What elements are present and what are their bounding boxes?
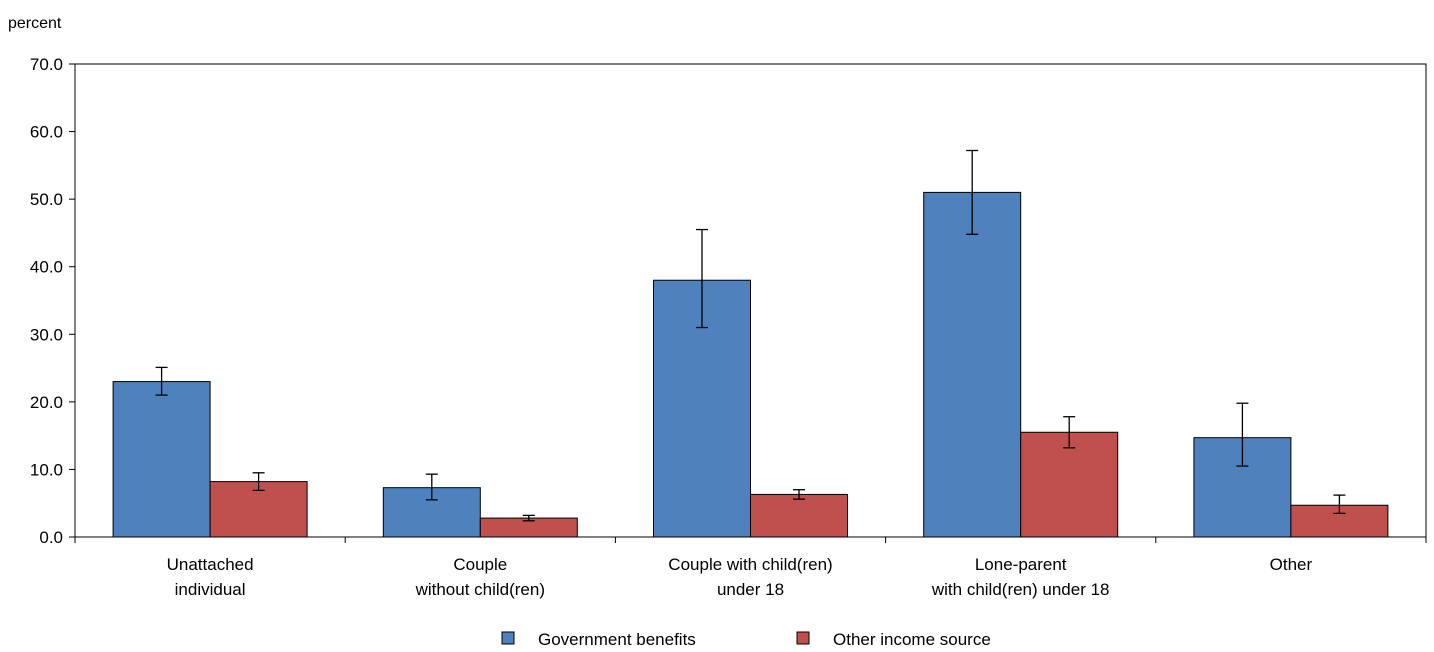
x-category-label: with child(ren) under 18 [931, 580, 1110, 599]
bar [750, 493, 848, 538]
legend-label: Other income source [833, 630, 991, 649]
x-category-label: without child(ren) [415, 580, 545, 599]
y-tick-label: 30.0 [30, 325, 63, 344]
legend-swatch [796, 631, 810, 645]
y-tick-label: 20.0 [30, 393, 63, 412]
bar [112, 381, 211, 538]
bar [923, 191, 1022, 538]
x-category-label: Unattached [167, 555, 254, 574]
x-category-label: Other [1270, 555, 1313, 574]
y-tick-label: 0.0 [39, 528, 63, 547]
x-category-label: under 18 [717, 580, 784, 599]
x-category-label: Couple with child(ren) [668, 555, 832, 574]
y-tick-label: 50.0 [30, 190, 63, 209]
y-axis-unit-label: percent [8, 15, 62, 32]
legend-swatch [501, 631, 515, 645]
x-category-label: Lone-parent [975, 555, 1067, 574]
x-category-label: Couple [453, 555, 507, 574]
x-category-label: individual [175, 580, 246, 599]
legend-label: Government benefits [538, 630, 696, 649]
y-tick-label: 60.0 [30, 123, 63, 142]
y-tick-label: 40.0 [30, 258, 63, 277]
y-tick-label: 70.0 [30, 55, 63, 74]
y-tick-label: 10.0 [30, 460, 63, 479]
